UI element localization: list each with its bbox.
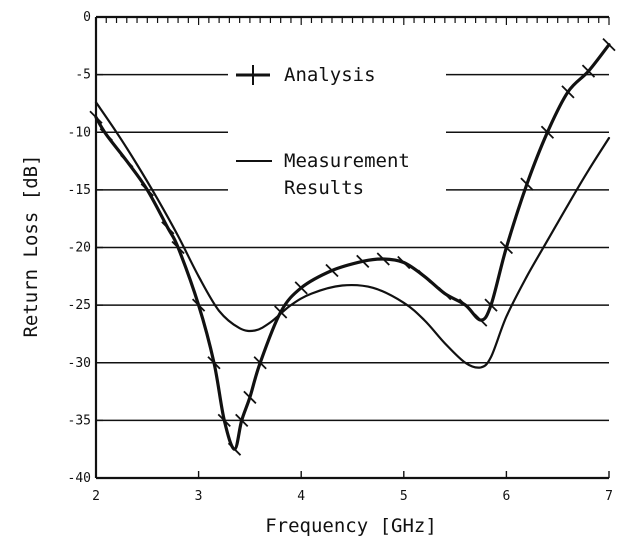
data-point-analysis	[325, 263, 339, 278]
data-point-analysis	[207, 356, 221, 370]
x-tick-label: 4	[297, 489, 305, 504]
data-point-analysis	[376, 252, 390, 266]
x-axis-title: Frequency [GHz]	[265, 515, 437, 537]
y-tick-label: 0	[83, 10, 91, 25]
data-point-analysis	[243, 390, 257, 404]
data-point-analysis	[484, 298, 498, 312]
y-tick-label: -5	[75, 68, 91, 83]
y-tick-label: -40	[68, 471, 91, 486]
legend-measurement-label-line2: Results	[284, 177, 364, 199]
data-point-analysis	[561, 85, 575, 99]
data-point-analysis	[171, 240, 185, 255]
data-point-analysis	[161, 221, 175, 235]
y-tick-label: -10	[68, 125, 91, 140]
data-point-analysis	[602, 38, 616, 52]
data-point-analysis	[417, 269, 431, 283]
x-tick-label: 6	[502, 489, 510, 504]
data-point-analysis	[520, 177, 534, 191]
legend-background	[228, 58, 446, 204]
data-point-analysis	[140, 183, 154, 197]
data-point-analysis	[581, 64, 596, 78]
x-tick-label: 7	[605, 489, 613, 504]
data-point-analysis	[397, 255, 411, 270]
data-point-analysis	[89, 110, 103, 124]
data-point-analysis	[217, 413, 231, 428]
y-tick-label: -35	[68, 413, 91, 428]
data-point-analysis	[235, 413, 249, 428]
x-tick-label: 3	[195, 489, 203, 504]
y-tick-label: -25	[68, 298, 91, 313]
data-point-analysis	[294, 281, 308, 295]
legend-analysis-label: Analysis	[284, 64, 376, 86]
data-point-analysis	[356, 254, 370, 268]
series-layer	[89, 38, 616, 456]
y-tick-label: -20	[68, 241, 91, 256]
series-line-measurement-results	[94, 101, 611, 369]
data-point-analysis	[227, 442, 242, 456]
data-point-analysis	[438, 286, 452, 301]
data-point-analysis	[499, 240, 514, 255]
data-point-analysis	[191, 298, 206, 312]
data-point-analysis	[99, 127, 113, 142]
y-tick-label: -30	[68, 356, 91, 371]
data-point-analysis	[474, 313, 488, 327]
data-point-analysis	[540, 125, 555, 139]
x-tick-label: 2	[92, 489, 100, 504]
x-tick-label: 5	[400, 489, 408, 504]
axes: 0 -5 -10 -15 -20 -25 -30 -35 -402 3 4 5 6 7	[68, 10, 613, 504]
y-tick-label: -15	[68, 183, 91, 198]
data-point-analysis	[120, 154, 134, 168]
legend-measurement-label-line1: Measurement	[284, 150, 410, 172]
legend: Analysis Measurement Results	[228, 58, 446, 204]
data-point-analysis	[253, 356, 267, 370]
data-point-analysis	[274, 305, 288, 319]
data-point-analysis	[458, 298, 472, 312]
y-axis-title: Return Loss [dB]	[20, 154, 42, 337]
